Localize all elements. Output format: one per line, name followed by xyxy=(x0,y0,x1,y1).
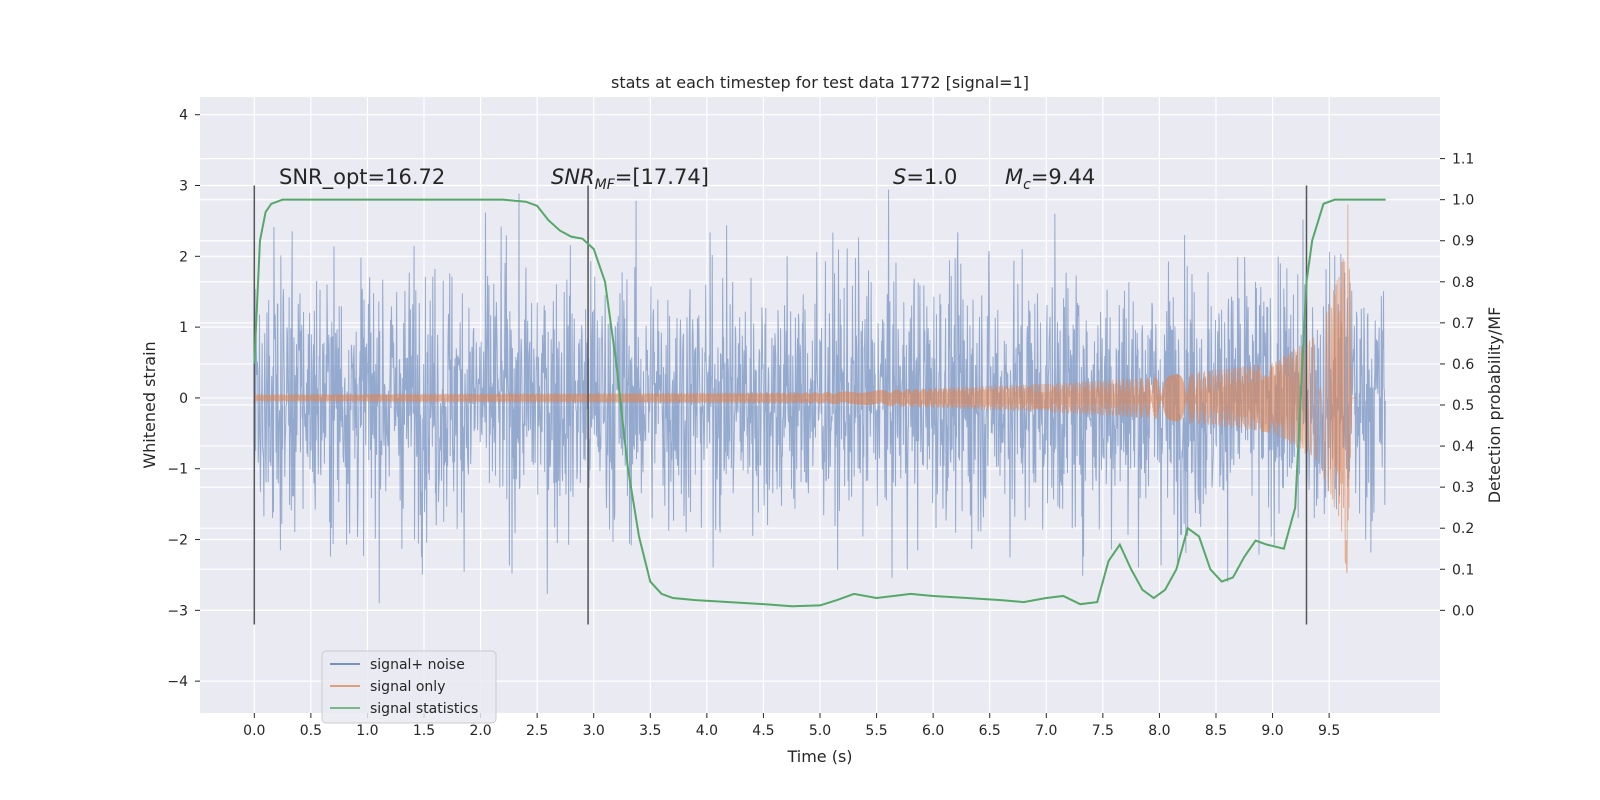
annotation-snr-opt: SNR_opt=16.72 xyxy=(279,165,445,190)
y2-tick-label: 0.9 xyxy=(1452,234,1474,250)
y2-tick-label: 0.8 xyxy=(1452,275,1474,291)
x-tick-label: 1.5 xyxy=(413,723,435,739)
annotation-mc-base: M xyxy=(1005,165,1023,189)
chart-title: stats at each timestep for test data 177… xyxy=(611,73,1029,92)
y2-axis-label: Detection probability/MF xyxy=(1485,307,1504,504)
axes: 0.0 0.5 1.0 1.5 2.0 2.5 3.0 3.5 4.0 4.5 5.0 5.5 6.0 6… xyxy=(167,108,1474,739)
legend-box xyxy=(321,650,497,724)
signal-only-line xyxy=(253,204,1358,574)
annotation-s-value: =1.0 xyxy=(906,165,957,189)
signal-statistics-line xyxy=(253,198,1386,608)
annotation-mc: Mc=9.44 xyxy=(1005,165,1095,193)
x-tick-label: 6.5 xyxy=(979,723,1001,739)
legend-label-signal-plus-noise: signal+ noise xyxy=(370,657,465,673)
y-tick-label: −3 xyxy=(167,603,188,619)
x-tick-label: 4.0 xyxy=(696,723,718,739)
vertical-markers xyxy=(253,185,1308,625)
x-tick-label: 0.0 xyxy=(243,723,265,739)
y-tick-label: −2 xyxy=(167,533,188,549)
annotation-snr-mf-sub: MF xyxy=(595,177,616,193)
annotation-s: S=1.0 xyxy=(893,165,957,189)
annotation-snr-mf-base: SNR xyxy=(551,165,595,189)
annotation-snr-mf-value: =[17.74] xyxy=(615,165,709,189)
x-tick-label: 4.5 xyxy=(752,723,774,739)
y2-tick-label: 0.1 xyxy=(1452,562,1474,578)
y2-tick-label: 0.4 xyxy=(1452,439,1474,455)
x-tick-label: 7.0 xyxy=(1035,723,1057,739)
y2-tick-label: 1.0 xyxy=(1452,193,1474,209)
annotations: SNR_opt=16.72 SNRMF=[17.74] S=1.0 Mc=9.4… xyxy=(279,165,1095,193)
x-tick-label: 8.0 xyxy=(1148,723,1170,739)
x-tick-label: 1.0 xyxy=(356,723,378,739)
y2-tick-label: 0.7 xyxy=(1452,316,1474,332)
x-tick-label: 8.5 xyxy=(1205,723,1227,739)
series-signal-plus-noise xyxy=(253,189,1387,604)
series-signal-only xyxy=(253,204,1358,574)
y-tick-label: 0 xyxy=(179,391,188,407)
annotation-s-symbol: S xyxy=(893,165,906,189)
x-tick-label: 9.0 xyxy=(1261,723,1283,739)
x-tick-label: 2.5 xyxy=(526,723,548,739)
y2-tick-label: 0.5 xyxy=(1452,398,1474,414)
legend: signal+ noise signal only signal statist… xyxy=(321,650,497,724)
x-tick-label: 6.0 xyxy=(922,723,944,739)
y2-tick-label: 0.6 xyxy=(1452,357,1474,373)
x-tick-label: 0.5 xyxy=(300,723,322,739)
y-tick-label: 2 xyxy=(179,249,188,265)
x-tick-label: 5.0 xyxy=(809,723,831,739)
signal-plus-noise-line xyxy=(253,189,1387,604)
legend-label-signal-only: signal only xyxy=(370,679,445,695)
y-tick-label: 4 xyxy=(179,108,188,124)
y2-tick-label: 0.3 xyxy=(1452,480,1474,496)
y-tick-label: 3 xyxy=(179,179,188,195)
y-axis-label: Whitened strain xyxy=(140,341,159,468)
y2-tick-label: 0.0 xyxy=(1452,603,1474,619)
y-tick-label: −1 xyxy=(167,462,188,478)
x-tick-label: 7.5 xyxy=(1092,723,1114,739)
y2-tick-label: 1.1 xyxy=(1452,152,1474,168)
x-tick-label: 5.5 xyxy=(865,723,887,739)
x-tick-label: 3.5 xyxy=(639,723,661,739)
y2-tick-label: 0.2 xyxy=(1452,521,1474,537)
annotation-snr-mf: SNRMF=[17.74] xyxy=(551,165,709,193)
x-tick-label: 9.5 xyxy=(1318,723,1340,739)
x-tick-label: 2.0 xyxy=(469,723,491,739)
x-axis-label: Time (s) xyxy=(786,747,852,766)
x-tick-label: 3.0 xyxy=(583,723,605,739)
y-tick-label: 1 xyxy=(179,320,188,336)
annotation-mc-sub: c xyxy=(1023,177,1031,193)
legend-label-signal-statistics: signal statistics xyxy=(370,701,478,717)
y-tick-label: −4 xyxy=(167,674,188,690)
series-signal-statistics xyxy=(253,198,1386,608)
annotation-mc-value: =9.44 xyxy=(1031,165,1095,189)
